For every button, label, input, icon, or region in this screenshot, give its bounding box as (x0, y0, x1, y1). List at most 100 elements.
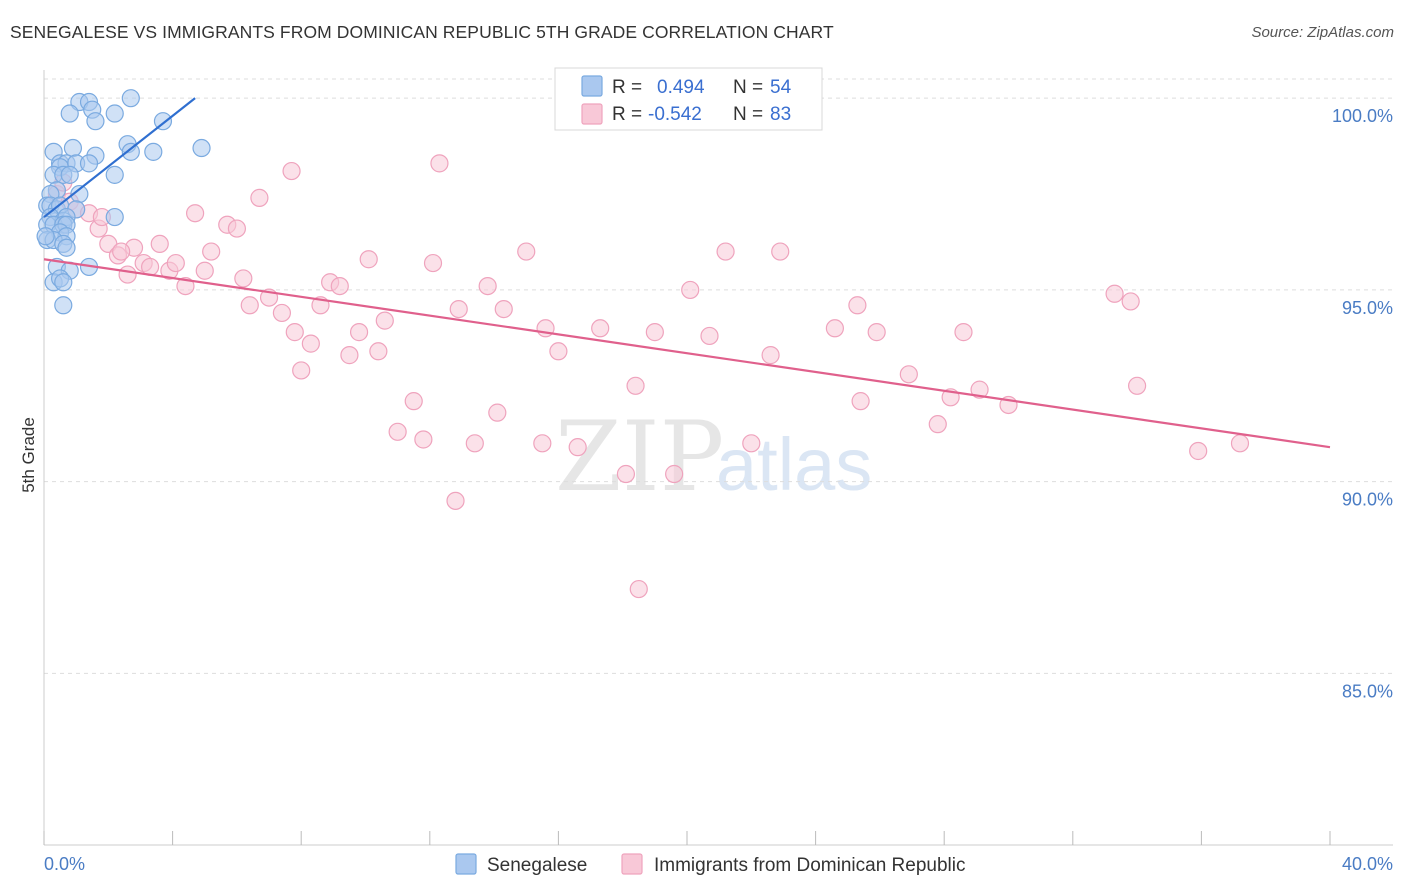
senegalese-point (105, 104, 124, 123)
dominican-point (375, 311, 394, 330)
dominican-point (150, 234, 169, 254)
dominican-point (851, 392, 870, 411)
dominican-point (465, 434, 484, 453)
senegalese-point (86, 112, 105, 131)
dominican-point (681, 280, 700, 300)
dominican-point (166, 253, 185, 273)
dominican-point (591, 319, 610, 338)
legend-r-label-senegalese: R = (612, 77, 642, 98)
senegalese-point (121, 89, 140, 108)
senegalese-point (105, 207, 124, 227)
bottom-legend-label-senegalese: Senegalese (487, 855, 587, 876)
source-label: Source: ZipAtlas.com (1251, 24, 1394, 41)
y-tick-labels: 85.0% 90.0% 95.0% 100.0% (1332, 106, 1393, 701)
dominican-point (112, 242, 131, 261)
dominican-point (700, 326, 719, 346)
x-tick-label-max: 40.0% (1342, 854, 1393, 874)
trend-line-dominican (43, 258, 1331, 449)
dominican-point (272, 303, 292, 323)
legend-n-label-dominican: N = (733, 104, 763, 125)
dominican-point (825, 319, 844, 338)
dominican-point (1189, 441, 1208, 461)
dominican-point (118, 265, 137, 284)
dominican-point (282, 161, 301, 181)
dominican-point (240, 296, 259, 315)
legend-r-value-senegalese: 0.494 (657, 77, 705, 98)
legend-r-label-dominican: R = (612, 104, 642, 125)
senegalese-point (54, 296, 73, 315)
dominican-point (899, 365, 918, 384)
dominican-point (616, 464, 636, 484)
dominican-point (369, 342, 388, 361)
dominican-point (867, 323, 886, 342)
senegalese-point (57, 238, 76, 257)
dominican-point (349, 323, 369, 342)
dominican-point (1121, 292, 1140, 311)
y-tick-label: 95.0% (1342, 298, 1393, 318)
dominican-point (954, 323, 973, 342)
dominican-point (340, 346, 359, 365)
senegalese-point (60, 104, 79, 123)
x-tick-label-min: 0.0% (44, 854, 85, 874)
dominican-point (414, 430, 433, 449)
dominican-point (629, 579, 648, 599)
series-immigrants-dominican-republic-points (47, 154, 1250, 599)
dominican-point (430, 154, 449, 173)
dominican-point (761, 346, 780, 365)
senegalese-point (63, 138, 83, 158)
dominican-point (517, 242, 536, 261)
gridlines (44, 78, 1393, 674)
dominican-point (665, 464, 684, 484)
legend-n-label-senegalese: N = (733, 77, 763, 98)
dominican-point (195, 261, 214, 280)
dominican-point (478, 276, 497, 296)
x-ticks (43, 831, 1331, 845)
trend-line-senegalese (43, 97, 196, 218)
watermark-zip: ZIP (555, 401, 724, 513)
senegalese-point (144, 142, 163, 161)
legend-swatch-senegalese (581, 75, 603, 97)
y-tick-label: 90.0% (1342, 490, 1393, 510)
dominican-point (928, 415, 947, 434)
dominican-point (970, 380, 989, 399)
dominican-point (568, 438, 587, 457)
dominican-point (186, 204, 205, 223)
dominican-point (423, 253, 443, 273)
dominican-point (626, 376, 645, 395)
dominican-point (494, 300, 513, 319)
dominican-point (848, 296, 867, 315)
dominican-point (359, 250, 378, 269)
trend-lines (43, 97, 1331, 449)
legend-n-value-dominican: 83 (770, 104, 791, 125)
dominican-point (227, 219, 246, 238)
dominican-point (1127, 376, 1147, 395)
legend-swatch-dominican (581, 103, 603, 125)
dominican-point (533, 434, 552, 453)
y-tick-label: 100.0% (1332, 106, 1393, 126)
legend-r-value-dominican: -0.542 (648, 104, 702, 125)
senegalese-point (121, 142, 140, 161)
senegalese-point (36, 227, 55, 246)
senegalese-point (192, 138, 211, 158)
dominican-point (488, 403, 507, 422)
dominican-point (388, 422, 407, 441)
dominican-point (330, 276, 349, 296)
dominican-point (449, 300, 468, 319)
dominican-point (176, 276, 195, 296)
y-tick-label: 85.0% (1342, 681, 1393, 701)
watermark-atlas: atlas (716, 423, 872, 506)
dominican-point (404, 392, 423, 411)
senegalese-point (54, 273, 73, 292)
dominican-point (742, 434, 761, 453)
dominican-point (202, 242, 221, 261)
senegalese-point (60, 165, 79, 184)
y-axis-title: 5th Grade (19, 417, 38, 493)
series-legend: Senegalese Immigrants from Dominican Rep… (455, 853, 966, 876)
dominican-point (301, 334, 320, 353)
dominican-point (285, 323, 304, 342)
stats-legend: R = 0.494 N = 54 R = -0.542 N = 83 (554, 67, 823, 131)
bottom-legend-label-dominican: Immigrants from Dominican Republic (654, 855, 966, 876)
senegalese-point (79, 154, 99, 173)
dominican-point (234, 269, 253, 288)
